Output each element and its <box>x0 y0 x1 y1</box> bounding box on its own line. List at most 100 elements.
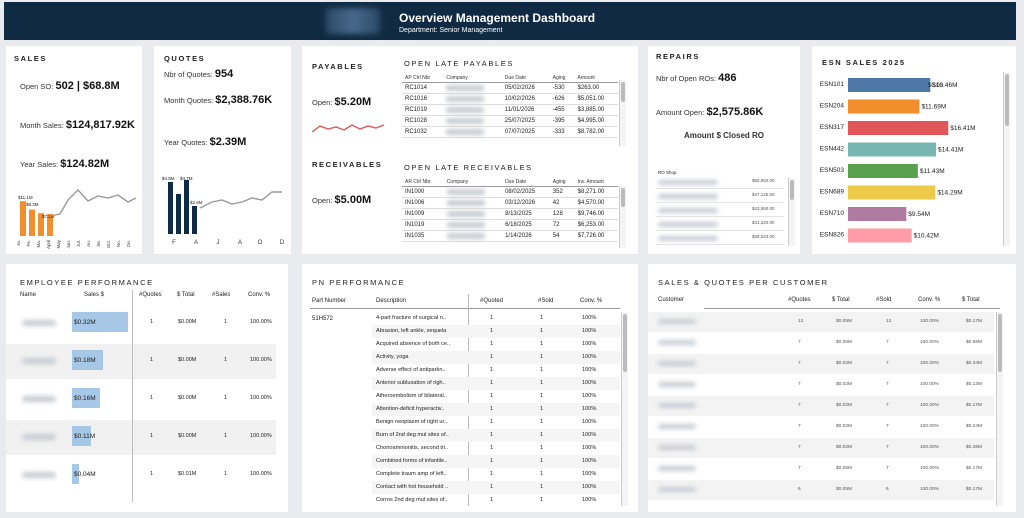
table-row[interactable]: Complete traum amp of left.. 1 1 100% <box>372 468 620 481</box>
ro-shop-scrollbar[interactable] <box>788 178 795 246</box>
month-sales: Month Sales: $124,817.92K <box>20 119 135 131</box>
table-row[interactable]: Atheroembolism of bilateral.. 1 1 100% <box>372 390 620 403</box>
redacted-company <box>446 118 485 124</box>
table-row[interactable]: $0.32M 1 $0.00M 1 100.00% <box>6 306 276 341</box>
redacted-customer <box>658 466 696 471</box>
table-row[interactable]: IN1006 03/12/2026 42 $4,570.00 <box>402 197 618 209</box>
table-row[interactable]: 7 $0.05M 7 100.00% $0.58M <box>648 333 994 353</box>
esn-scrollbar[interactable] <box>1003 72 1010 246</box>
sold-value: 7 <box>886 445 889 450</box>
table-row[interactable]: IN1009 8/13/2025 128 $9,746.00 <box>402 208 618 220</box>
row-divider <box>656 188 784 189</box>
table-row[interactable]: Burn of 2nd deg mul sites of.. 1 1 100% <box>372 429 620 442</box>
redacted-customer <box>658 361 696 366</box>
table-row[interactable]: Activity, yoga 1 1 100% <box>372 351 620 364</box>
col-conv: Conv. % <box>580 298 603 304</box>
quoted-cell: 1 <box>490 406 494 412</box>
table-row[interactable]: Combined forms of infantile.. 1 1 100% <box>372 455 620 468</box>
month-tick-label: A <box>194 240 198 246</box>
table-row[interactable]: $0.16M 1 $0.00M 1 100.00% <box>6 382 276 417</box>
table-row[interactable]: 12 $0.05M 12 100.00% $0.17M <box>648 312 994 332</box>
col-nsales: #Sales <box>212 292 231 298</box>
customer-scrollbar[interactable] <box>996 312 1003 506</box>
table-row[interactable]: Contact with hot household .. 1 1 100% <box>372 481 620 494</box>
quotes-bar <box>184 180 189 234</box>
table-row[interactable]: Anterior subluxation of righ.. 1 1 100% <box>372 377 620 390</box>
table-row[interactable]: Attention-deficit hyperactiv.. 1 1 100% <box>372 403 620 416</box>
table-row[interactable]: 7 $0.05M 7 100.00% $0.17M <box>648 459 994 479</box>
conv-cell: 100% <box>582 484 597 490</box>
quotes-value: 1 <box>150 319 154 325</box>
table-row[interactable]: RC1032 07/07/2025 -333 $8,782.00 <box>402 126 618 138</box>
redacted-customer <box>658 445 696 450</box>
redacted-customer <box>658 487 696 492</box>
quotes-value: 12 <box>798 319 804 324</box>
table-row[interactable]: Abrasion, left ankle, sequela 1 1 100% <box>372 325 620 338</box>
amount-open: Amount Open: $2,575.86K <box>656 106 764 118</box>
table-row[interactable]: Chorioamnionitis, second tri.. 1 1 100% <box>372 442 620 455</box>
col-aging: Aging <box>549 178 575 187</box>
total-2-value: $0.17M <box>966 487 982 492</box>
table-row[interactable]: RC1016 10/02/2026 -626 $5,051.00 <box>402 93 618 105</box>
total-value: $0.02M <box>836 382 852 387</box>
col-conv: Conv. % <box>248 292 271 298</box>
table-row[interactable]: Benign neoplasm of right ur.. 1 1 100% <box>372 416 620 429</box>
table-cell: $4,570.00 <box>574 197 618 209</box>
conv-cell: 100% <box>582 445 597 451</box>
table-row[interactable]: 7 $0.02M 7 100.00% $0.34M <box>648 354 994 374</box>
table-cell: IN1006 <box>402 197 444 209</box>
col-sales: Sales $ <box>84 292 105 298</box>
table-row[interactable]: 6 $0.05M 6 100.00% $0.17M <box>648 480 994 500</box>
table-row[interactable]: RC1019 11/01/2026 -455 $3,885.00 <box>402 104 618 116</box>
shop-amount: $47,125.00 <box>752 192 775 197</box>
late-payables-title: OPEN LATE PAYABLES <box>404 59 514 68</box>
sales-trend-chart: $11.1M $8.3M $7.2M Ja. Fe. Ma. April May Jun. Jul… <box>16 188 137 249</box>
table-row[interactable]: 7 $0.02M 7 100.00% $0.13M <box>648 375 994 395</box>
table-row[interactable]: 7 $0.02M 7 100.00% $0.24M <box>648 417 994 437</box>
sales-title: SALES <box>14 54 48 63</box>
table-row[interactable]: IN1000 08/02/2025 352 $8,271.00 <box>402 186 618 198</box>
company-cell-redacted <box>443 208 503 220</box>
conv-value: 100.00% <box>920 466 939 471</box>
redacted-company <box>446 107 485 113</box>
quoted-cell: 1 <box>490 354 494 360</box>
col-customer: Customer <box>658 297 685 303</box>
pn-scrollbar[interactable] <box>621 312 628 506</box>
late-receivables-table: AR Ctrl Nbr Company Due Date Aging Inv. … <box>402 178 618 242</box>
company-cell-redacted <box>443 93 502 105</box>
table-row[interactable]: 4-part fracture of surgical n.. 1 1 100% <box>372 312 620 325</box>
table-row[interactable]: RC1028 25/07/2025 -395 $4,995.00 <box>402 115 618 127</box>
conv-cell: 100% <box>582 458 597 464</box>
nsales-value: 1 <box>224 471 228 477</box>
company-cell-redacted <box>443 126 502 138</box>
table-row[interactable]: 7 $0.02M 7 100.00% $0.17M <box>648 396 994 416</box>
table-row[interactable]: IN1035 1/14/2026 54 $7,726.00 <box>402 230 618 242</box>
quotes-card: QUOTES Nbr of Quotes: 954 Month Quotes: … <box>154 46 291 254</box>
table-row[interactable]: RC1014 05/02/2026 -530 $263.00 <box>402 82 618 94</box>
table-row[interactable]: Adverse effect of antiparkn.. 1 1 100% <box>372 364 620 377</box>
esn-bar <box>848 207 907 221</box>
quotes-value: 6 <box>798 487 801 492</box>
table-row[interactable]: IN1019 6/18/2025 72 $6,253.00 <box>402 219 618 231</box>
total-value: $0.02M <box>836 445 852 450</box>
description-cell: Benign neoplasm of right ur.. <box>376 419 448 425</box>
redacted-customer <box>658 403 696 408</box>
table-row[interactable]: $0.11M 1 $0.00M 1 100.00% <box>6 420 276 455</box>
esn-data-label: $10.42M <box>914 233 939 240</box>
table-cell: RC1028 <box>402 115 444 127</box>
shop-amount: $65,950.00 <box>752 178 775 183</box>
total-value: $0.02M <box>836 361 852 366</box>
payables-receivables-card: PAYABLES Open: $5.20M RECEIVABLES Open: … <box>302 46 638 254</box>
sales-value: $0.11M <box>74 433 96 440</box>
redacted-company <box>446 96 485 102</box>
month-tick-label: Fe. <box>26 240 31 247</box>
repairs-title: REPAIRS <box>656 52 700 61</box>
receivables-scrollbar[interactable] <box>619 186 626 248</box>
payables-scrollbar[interactable] <box>619 80 626 146</box>
table-row[interactable]: 7 $0.02M 7 100.00% $0.36M <box>648 438 994 458</box>
table-row[interactable]: $0.18M 1 $0.00M 1 100.00% <box>6 344 276 379</box>
table-row[interactable]: Corros 2nd deg mul sites of.. 1 1 100% <box>372 494 620 507</box>
customer-rows: 12 $0.05M 12 100.00% $0.17M 7 $0.05M 7 100.00% $0… <box>648 312 994 508</box>
table-row[interactable]: $0.04M 1 $0.01M 1 100.00% <box>6 458 276 493</box>
table-row[interactable]: Acquired absence of both ce.. 1 1 100% <box>372 338 620 351</box>
